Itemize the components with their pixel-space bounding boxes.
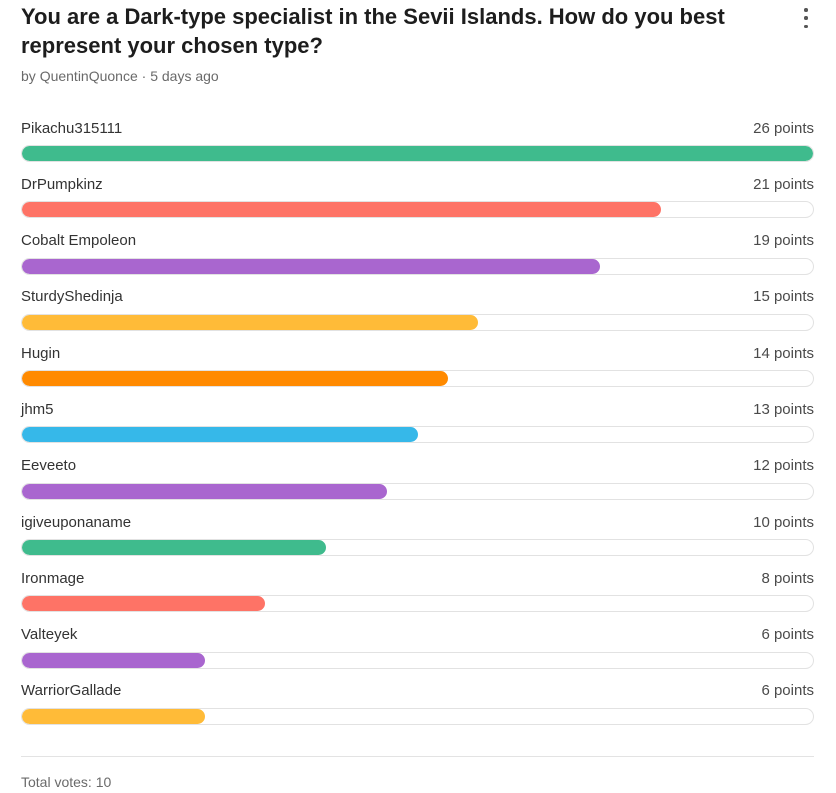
poll-option[interactable]: Hugin 14 points bbox=[21, 340, 814, 396]
option-name: WarriorGallade bbox=[21, 682, 122, 700]
progress-track bbox=[21, 539, 814, 557]
option-name: Eeveeto bbox=[21, 457, 77, 475]
progress-track bbox=[21, 707, 814, 725]
option-name: Hugin bbox=[21, 344, 61, 362]
option-name: Cobalt Empoleon bbox=[21, 232, 137, 250]
progress-fill bbox=[22, 202, 661, 218]
progress-fill bbox=[22, 258, 601, 274]
progress-track bbox=[21, 426, 814, 444]
poll-options: Pikachu315111 26 points DrPumpkinz 21 point… bbox=[21, 115, 814, 734]
poll-title: You are a Dark-type specialist in the Se… bbox=[21, 4, 725, 58]
poll-option[interactable]: Cobalt Empoleon 19 points bbox=[21, 228, 814, 284]
poll-option[interactable]: Ironmage 8 points bbox=[21, 565, 814, 621]
option-name: Pikachu315111 bbox=[21, 119, 123, 137]
byline-separator: · bbox=[141, 68, 147, 84]
post-time: 5 days ago bbox=[150, 68, 219, 84]
poll-option[interactable]: Eeveeto 12 points bbox=[21, 453, 814, 509]
progress-track bbox=[21, 482, 814, 500]
progress-track bbox=[21, 257, 814, 275]
progress-track bbox=[21, 370, 814, 388]
option-points: 26 points bbox=[753, 119, 814, 137]
poll-option[interactable]: igiveuponaname 10 points bbox=[21, 509, 814, 565]
progress-fill bbox=[22, 314, 479, 330]
progress-fill bbox=[22, 540, 327, 556]
option-points: 14 points bbox=[753, 344, 814, 362]
option-name: Valteyek bbox=[21, 626, 78, 644]
progress-fill bbox=[22, 146, 813, 161]
option-points: 21 points bbox=[753, 175, 814, 193]
poll-option[interactable]: DrPumpkinz 21 points bbox=[21, 171, 814, 227]
progress-track bbox=[21, 201, 814, 219]
poll-option[interactable]: Valteyek 6 points bbox=[21, 622, 814, 678]
author-link[interactable]: QuentinQuonce bbox=[39, 68, 138, 84]
option-name: DrPumpkinz bbox=[21, 175, 103, 193]
option-name: igiveuponaname bbox=[21, 513, 132, 531]
progress-track bbox=[21, 313, 814, 331]
poll-option[interactable]: Pikachu315111 26 points bbox=[21, 115, 814, 171]
author-prefix: by bbox=[21, 68, 36, 84]
option-name: Ironmage bbox=[21, 569, 85, 587]
poll-option[interactable]: SturdyShedinja 15 points bbox=[21, 284, 814, 340]
option-points: 15 points bbox=[753, 288, 814, 306]
option-points: 6 points bbox=[761, 626, 814, 644]
option-points: 19 points bbox=[753, 232, 814, 250]
progress-fill bbox=[22, 427, 418, 443]
progress-fill bbox=[22, 708, 205, 724]
total-votes: Total votes: 10 bbox=[21, 774, 112, 790]
poll-header: You are a Dark-type specialist in the Se… bbox=[21, 2, 781, 84]
option-name: SturdyShedinja bbox=[21, 288, 123, 306]
option-points: 12 points bbox=[753, 457, 814, 475]
progress-fill bbox=[22, 652, 205, 668]
option-points: 6 points bbox=[761, 682, 814, 700]
option-points: 8 points bbox=[761, 569, 814, 587]
progress-track bbox=[21, 651, 814, 669]
progress-fill bbox=[22, 596, 266, 612]
progress-track bbox=[21, 595, 814, 613]
progress-fill bbox=[22, 371, 448, 387]
option-points: 10 points bbox=[753, 513, 814, 531]
poll-option[interactable]: WarriorGallade 6 points bbox=[21, 678, 814, 734]
poll-option[interactable]: jhm5 13 points bbox=[21, 396, 814, 452]
divider bbox=[21, 756, 814, 757]
option-name: jhm5 bbox=[21, 400, 54, 418]
progress-fill bbox=[22, 483, 388, 499]
progress-track bbox=[21, 145, 814, 162]
more-vertical-icon[interactable] bbox=[798, 8, 814, 28]
option-points: 13 points bbox=[753, 400, 814, 418]
poll-byline: by QuentinQuonce · 5 days ago bbox=[21, 68, 781, 84]
